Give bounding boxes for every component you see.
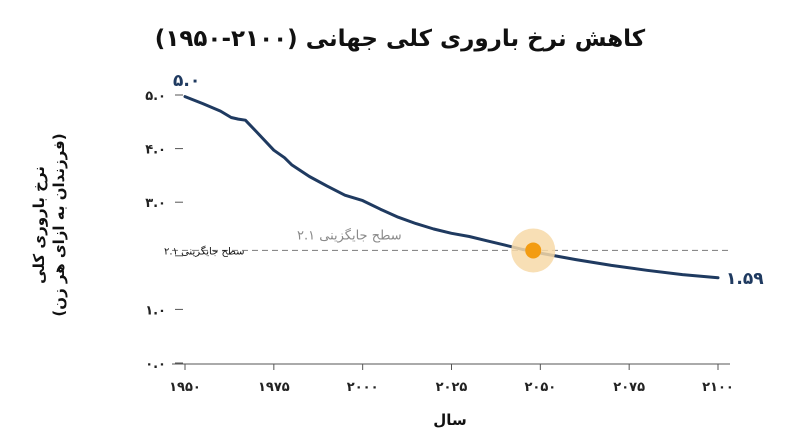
- y-axis-title-line1: نرخ باروری کلی: [30, 166, 48, 284]
- x-tick-label: ۲۱۰۰: [702, 380, 734, 395]
- y-tick-label: ۳.۰: [145, 196, 166, 211]
- y-tick-label: ۵.۰: [145, 89, 166, 104]
- y-axis-title-line2: (فرزندان به ازای هر زن): [50, 133, 68, 316]
- start-value-label: ۵.۰: [173, 71, 200, 91]
- x-tick-label: ۱۹۷۵: [258, 380, 290, 395]
- chart-title: کاهش نرخ باروری کلی جهانی (۲۱۰۰-۱۹۵۰): [155, 26, 646, 52]
- y-tick-label: ۴.۰: [145, 143, 166, 158]
- end-value-label: ۱.۵۹: [726, 269, 764, 289]
- axes: ۱۹۵۰ ۱۹۷۵ ۲۰۰۰ ۲۰۲۵ ۲۰۵۰ ۲۰۷۵ ۲۱۰۰ ۰.۰ ۱.۰ ۳.۰ ۴.۰…: [145, 89, 734, 395]
- y-tick-label: ۱.۰: [145, 303, 166, 318]
- x-axis-title: سال: [433, 411, 466, 429]
- annotation-group: ۵.۰ ۱.۵۹: [173, 71, 764, 289]
- replacement-level-label: سطح جایگزینی ۲.۱: [297, 227, 402, 243]
- y-tick-label: ۰.۰: [145, 357, 166, 372]
- y-axis-title: نرخ باروری کلی (فرزندان به ازای هر زن): [30, 133, 68, 316]
- x-tick-label: ۲۰۲۵: [436, 380, 468, 395]
- highlight-point: [525, 242, 542, 259]
- x-tick-label: ۱۹۵۰: [169, 380, 201, 395]
- replacement-level-tick-label: سطح جایگزینی ۲.۱: [164, 245, 245, 257]
- x-tick-label: ۲۰۰۰: [347, 380, 379, 395]
- x-tick-label: ۲۰۵۰: [524, 380, 556, 395]
- reference-line-group: سطح جایگزینی ۲.۱ سطح جایگزینی ۲.۱: [164, 227, 730, 257]
- x-tick-label: ۲۰۷۵: [613, 380, 645, 395]
